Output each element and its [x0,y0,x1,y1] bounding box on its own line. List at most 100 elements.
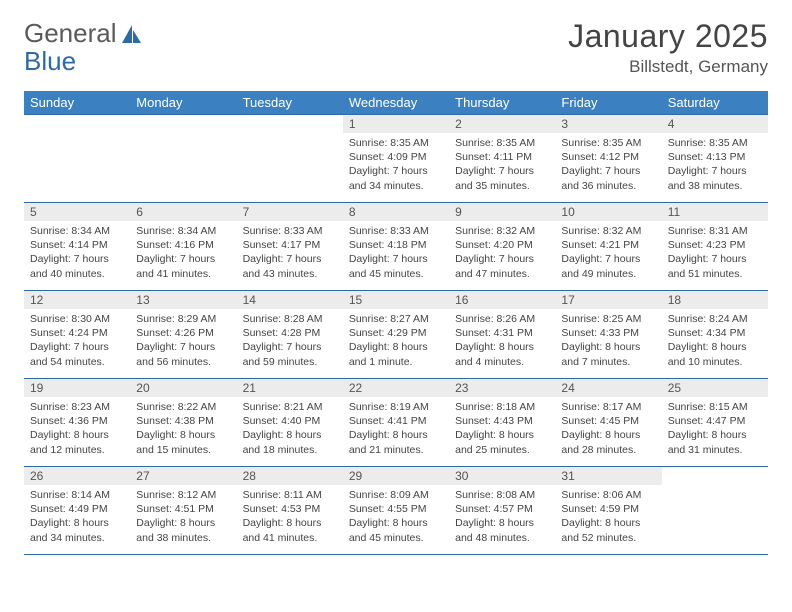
daylight-line1: Daylight: 7 hours [30,252,124,266]
sunset: Sunset: 4:40 PM [243,414,337,428]
daylight-line1: Daylight: 8 hours [455,428,549,442]
sunset: Sunset: 4:51 PM [136,502,230,516]
daylight-line1: Daylight: 7 hours [561,164,655,178]
daylight-line2: and 40 minutes. [30,267,124,281]
day-number: 9 [449,203,555,221]
calendar-body: 1Sunrise: 8:35 AMSunset: 4:09 PMDaylight… [24,115,768,555]
day-number: 18 [662,291,768,309]
daylight-line1: Daylight: 7 hours [668,164,762,178]
calendar-cell: 9Sunrise: 8:32 AMSunset: 4:20 PMDaylight… [449,203,555,291]
calendar-cell [130,115,236,203]
day-number: 20 [130,379,236,397]
sunset: Sunset: 4:20 PM [455,238,549,252]
calendar-cell: 13Sunrise: 8:29 AMSunset: 4:26 PMDayligh… [130,291,236,379]
day-details: Sunrise: 8:30 AMSunset: 4:24 PMDaylight:… [24,309,130,373]
daylight-line1: Daylight: 8 hours [561,516,655,530]
sunset: Sunset: 4:21 PM [561,238,655,252]
daylight-line2: and 59 minutes. [243,355,337,369]
daylight-line2: and 21 minutes. [349,443,443,457]
day-details: Sunrise: 8:35 AMSunset: 4:09 PMDaylight:… [343,133,449,197]
day-number: 23 [449,379,555,397]
sunset: Sunset: 4:23 PM [668,238,762,252]
sunset: Sunset: 4:43 PM [455,414,549,428]
daylight-line1: Daylight: 7 hours [668,252,762,266]
sunrise: Sunrise: 8:26 AM [455,312,549,326]
daylight-line2: and 45 minutes. [349,531,443,545]
sunset: Sunset: 4:16 PM [136,238,230,252]
sunset: Sunset: 4:57 PM [455,502,549,516]
sunset: Sunset: 4:11 PM [455,150,549,164]
daylight-line2: and 41 minutes. [243,531,337,545]
sunrise: Sunrise: 8:14 AM [30,488,124,502]
day-number: 2 [449,115,555,133]
calendar-cell: 16Sunrise: 8:26 AMSunset: 4:31 PMDayligh… [449,291,555,379]
weekday-header: Wednesday [343,91,449,115]
sunrise: Sunrise: 8:12 AM [136,488,230,502]
daylight-line2: and 12 minutes. [30,443,124,457]
sunrise: Sunrise: 8:35 AM [561,136,655,150]
sail-icon [121,24,143,44]
daylight-line2: and 28 minutes. [561,443,655,457]
day-details: Sunrise: 8:11 AMSunset: 4:53 PMDaylight:… [237,485,343,549]
day-number: 5 [24,203,130,221]
calendar-cell: 1Sunrise: 8:35 AMSunset: 4:09 PMDaylight… [343,115,449,203]
sunset: Sunset: 4:41 PM [349,414,443,428]
calendar-cell: 29Sunrise: 8:09 AMSunset: 4:55 PMDayligh… [343,467,449,555]
calendar-cell [237,115,343,203]
day-details: Sunrise: 8:28 AMSunset: 4:28 PMDaylight:… [237,309,343,373]
day-number: 15 [343,291,449,309]
daylight-line2: and 34 minutes. [349,179,443,193]
daylight-line1: Daylight: 7 hours [349,252,443,266]
calendar-cell: 26Sunrise: 8:14 AMSunset: 4:49 PMDayligh… [24,467,130,555]
sunrise: Sunrise: 8:34 AM [30,224,124,238]
sunrise: Sunrise: 8:32 AM [561,224,655,238]
day-details: Sunrise: 8:26 AMSunset: 4:31 PMDaylight:… [449,309,555,373]
calendar-row: 19Sunrise: 8:23 AMSunset: 4:36 PMDayligh… [24,379,768,467]
calendar-cell [24,115,130,203]
calendar-row: 26Sunrise: 8:14 AMSunset: 4:49 PMDayligh… [24,467,768,555]
sunrise: Sunrise: 8:28 AM [243,312,337,326]
calendar-cell: 27Sunrise: 8:12 AMSunset: 4:51 PMDayligh… [130,467,236,555]
day-number: 28 [237,467,343,485]
day-details: Sunrise: 8:23 AMSunset: 4:36 PMDaylight:… [24,397,130,461]
sunrise: Sunrise: 8:32 AM [455,224,549,238]
location: Billstedt, Germany [568,57,768,77]
day-details: Sunrise: 8:34 AMSunset: 4:16 PMDaylight:… [130,221,236,285]
sunrise: Sunrise: 8:21 AM [243,400,337,414]
daylight-line2: and 38 minutes. [668,179,762,193]
day-details: Sunrise: 8:24 AMSunset: 4:34 PMDaylight:… [662,309,768,373]
day-details: Sunrise: 8:27 AMSunset: 4:29 PMDaylight:… [343,309,449,373]
calendar-cell: 12Sunrise: 8:30 AMSunset: 4:24 PMDayligh… [24,291,130,379]
daylight-line2: and 47 minutes. [455,267,549,281]
daylight-line2: and 41 minutes. [136,267,230,281]
calendar: SundayMondayTuesdayWednesdayThursdayFrid… [24,91,768,555]
day-number: 26 [24,467,130,485]
day-details: Sunrise: 8:31 AMSunset: 4:23 PMDaylight:… [662,221,768,285]
sunrise: Sunrise: 8:06 AM [561,488,655,502]
day-number: 29 [343,467,449,485]
daylight-line1: Daylight: 8 hours [243,428,337,442]
day-number: 13 [130,291,236,309]
calendar-cell: 19Sunrise: 8:23 AMSunset: 4:36 PMDayligh… [24,379,130,467]
calendar-row: 5Sunrise: 8:34 AMSunset: 4:14 PMDaylight… [24,203,768,291]
daylight-line1: Daylight: 8 hours [455,516,549,530]
daylight-line1: Daylight: 8 hours [561,340,655,354]
sunset: Sunset: 4:33 PM [561,326,655,340]
calendar-cell: 25Sunrise: 8:15 AMSunset: 4:47 PMDayligh… [662,379,768,467]
day-details: Sunrise: 8:35 AMSunset: 4:11 PMDaylight:… [449,133,555,197]
day-number: 27 [130,467,236,485]
weekday-header: Thursday [449,91,555,115]
day-details: Sunrise: 8:25 AMSunset: 4:33 PMDaylight:… [555,309,661,373]
logo-text-general: General [24,18,117,49]
header: General January 2025 Billstedt, Germany [24,18,768,77]
sunrise: Sunrise: 8:31 AM [668,224,762,238]
weekday-header: Friday [555,91,661,115]
calendar-cell: 3Sunrise: 8:35 AMSunset: 4:12 PMDaylight… [555,115,661,203]
daylight-line1: Daylight: 7 hours [136,252,230,266]
sunrise: Sunrise: 8:35 AM [349,136,443,150]
day-details: Sunrise: 8:21 AMSunset: 4:40 PMDaylight:… [237,397,343,461]
daylight-line1: Daylight: 8 hours [349,340,443,354]
sunrise: Sunrise: 8:18 AM [455,400,549,414]
daylight-line1: Daylight: 7 hours [243,252,337,266]
sunset: Sunset: 4:36 PM [30,414,124,428]
